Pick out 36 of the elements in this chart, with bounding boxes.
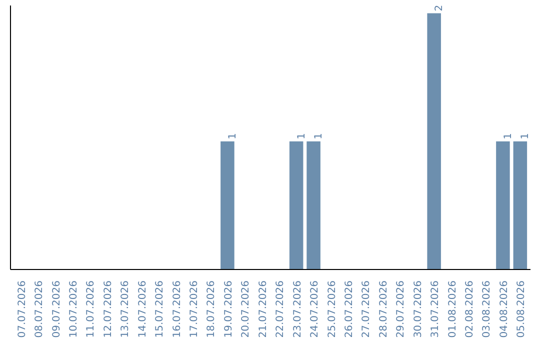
x-tick-label: 20.07.2026 xyxy=(240,280,252,338)
x-tick-label: 12.07.2026 xyxy=(102,280,114,338)
x-tick-label: 13.07.2026 xyxy=(120,280,132,338)
x-tick-label: 05.08.2026 xyxy=(516,280,528,338)
data-label: 1 xyxy=(227,132,238,140)
x-tick-label: 04.08.2026 xyxy=(498,280,510,338)
data-label: 2 xyxy=(434,4,446,12)
x-tick-label: 28.07.2026 xyxy=(378,280,390,338)
x-tick-label: 15.07.2026 xyxy=(154,280,166,338)
data-label: 1 xyxy=(520,132,532,140)
x-tick-label: 22.07.2026 xyxy=(275,280,286,338)
x-tick-label: 21.07.2026 xyxy=(258,280,269,338)
x-tick-label: 30.07.2026 xyxy=(412,280,424,338)
x-tick-label: 07.07.2026 xyxy=(16,280,28,338)
x-tick-label: 19.07.2026 xyxy=(223,280,234,338)
x-tick-label: 27.07.2026 xyxy=(361,280,372,338)
x-tick-label: 03.08.2026 xyxy=(482,280,493,338)
x-tick-label: 23.07.2026 xyxy=(292,280,304,338)
x-tick-label: 25.07.2026 xyxy=(326,280,338,338)
data-label: 1 xyxy=(502,132,514,140)
data-label: 1 xyxy=(314,132,325,140)
x-tick-label: 01.08.2026 xyxy=(447,280,458,338)
x-tick-label: 31.07.2026 xyxy=(430,280,442,338)
x-tick-label: 16.07.2026 xyxy=(172,280,183,338)
x-tick-label: 11.07.2026 xyxy=(86,280,97,338)
x-tick-label: 10.07.2026 xyxy=(68,280,80,338)
x-tick-label: 09.07.2026 xyxy=(51,280,62,338)
x-tick-label: 26.07.2026 xyxy=(344,280,355,338)
x-tick-label: 24.07.2026 xyxy=(310,280,321,338)
x-tick-label: 17.07.2026 xyxy=(189,280,200,338)
data-label: 1 xyxy=(296,132,308,140)
x-tick-label: 02.08.2026 xyxy=(464,280,476,338)
x-tick-label: 14.07.2026 xyxy=(137,280,148,338)
x-tick-label: 18.07.2026 xyxy=(206,280,218,338)
x-tick-label: 08.07.2026 xyxy=(34,280,46,338)
x-tick-label: 29.07.2026 xyxy=(396,280,407,338)
